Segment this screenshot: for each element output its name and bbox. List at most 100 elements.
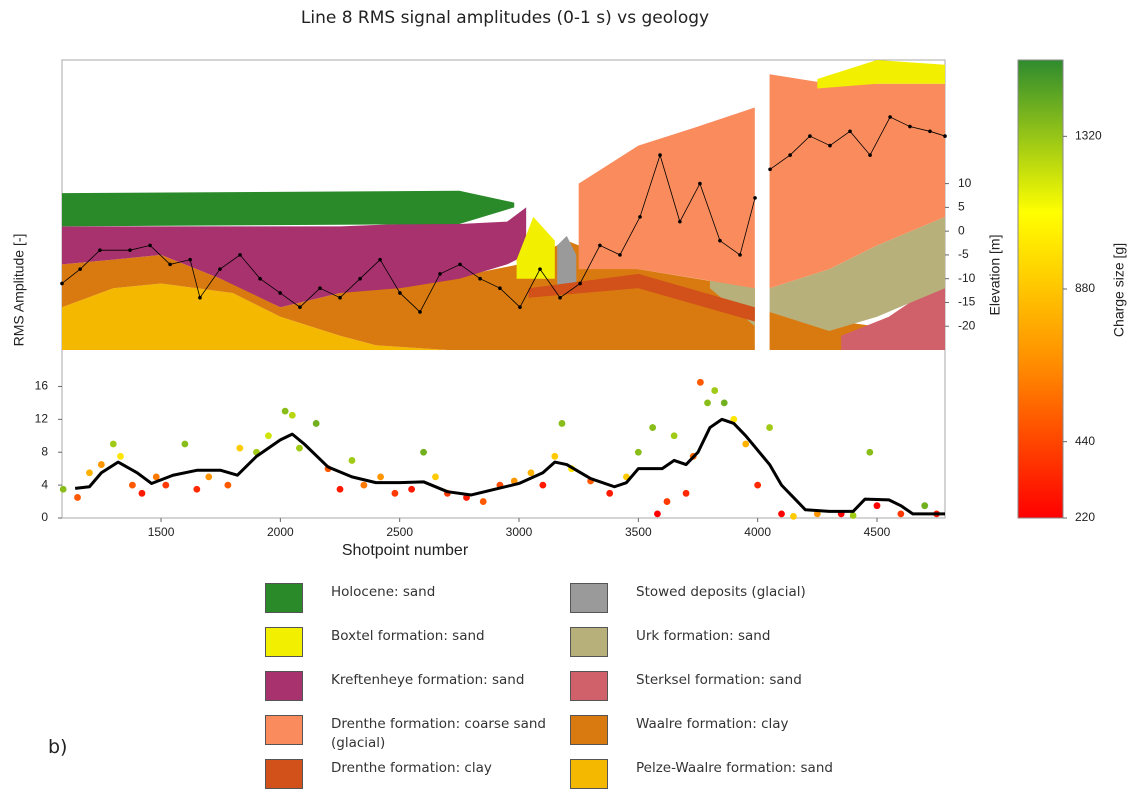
legend-swatch — [265, 715, 303, 745]
legend-label: Pelze-Waalre formation: sand — [636, 760, 833, 776]
legend-item: Drenthe formation: coarse sand (glacial) — [265, 715, 551, 753]
overlay-point — [738, 253, 742, 257]
data-point — [649, 424, 657, 431]
data-point — [790, 512, 797, 520]
data-point — [873, 502, 881, 510]
data-point — [59, 485, 67, 493]
data-point — [281, 407, 289, 415]
overlay-point — [718, 238, 722, 243]
data-point — [704, 399, 711, 407]
x-tick-label: 3500 — [625, 525, 652, 539]
x-tick-label: 3000 — [506, 525, 533, 539]
data-point — [97, 461, 105, 468]
average-line — [74, 417, 945, 516]
overlay-point — [888, 115, 892, 119]
data-point — [296, 444, 303, 452]
chart-title: Line 8 RMS signal amplitudes (0-1 s) vs … — [301, 8, 709, 28]
y-tick-label: 16 — [35, 379, 49, 393]
overlay-point — [538, 267, 542, 271]
data-point — [654, 510, 661, 518]
data-point — [897, 510, 905, 518]
formation-area — [62, 190, 515, 227]
legend-swatch — [570, 627, 608, 657]
data-point — [391, 489, 399, 497]
data-point — [420, 448, 427, 456]
y-tick-label: 4 — [41, 477, 48, 491]
data-point — [408, 485, 416, 493]
overlay-point — [418, 310, 422, 314]
data-point — [224, 481, 232, 489]
formation-area — [709, 216, 945, 331]
overlay-point — [188, 257, 192, 262]
data-point — [696, 378, 704, 386]
overlay-point — [698, 181, 702, 186]
colorbar — [1017, 59, 1064, 519]
overlay-point — [148, 243, 152, 248]
legend-swatch — [265, 759, 303, 789]
legend-swatch — [570, 583, 608, 613]
formation-area — [528, 273, 755, 322]
overlay-point — [518, 305, 522, 310]
overlay-point — [928, 129, 932, 134]
chart: Line 8 RMS signal amplitudes (0-1 s) vs … — [11, 8, 1127, 559]
x-tick-label: 4000 — [744, 525, 771, 539]
legend-item: Waalre formation: clay — [570, 715, 856, 745]
legend-item: Kreftenheye formation: sand — [265, 671, 551, 701]
data-point — [720, 399, 728, 407]
overlay-point — [398, 291, 402, 295]
y-tick-label: 0 — [958, 223, 965, 237]
data-point — [432, 473, 439, 481]
colorbar-tick-label: 220 — [1075, 510, 1095, 524]
data-point — [754, 481, 762, 489]
x-tick-label: 4500 — [864, 525, 891, 539]
legend-item: Boxtel formation: sand — [265, 627, 551, 657]
data-point — [479, 498, 487, 505]
colorbar-tick-label: 1320 — [1075, 129, 1102, 143]
overlay-point — [298, 305, 302, 310]
overlay-point — [638, 215, 642, 219]
overlay-point — [478, 276, 482, 281]
data-point — [730, 415, 738, 423]
y-tick-label: 5 — [958, 200, 965, 214]
data-point — [682, 489, 690, 497]
overlay-line — [61, 116, 946, 313]
data-point — [778, 510, 785, 518]
overlay-point — [198, 295, 202, 300]
data-point — [866, 448, 874, 456]
formation-area — [578, 74, 945, 289]
overlay-point — [808, 134, 812, 138]
legend-item: Holocene: sand — [265, 583, 551, 613]
formation-area — [62, 207, 527, 308]
overlay-point — [768, 167, 772, 172]
legend-label: Holocene: sand — [331, 584, 436, 600]
data-point — [86, 469, 93, 477]
data-point — [921, 502, 929, 510]
data-point — [742, 440, 750, 448]
data-point — [288, 411, 296, 419]
y-tick-label: 8 — [41, 444, 48, 458]
formation-area — [557, 235, 577, 289]
overlay-point — [98, 248, 102, 252]
overlay-point — [378, 257, 382, 262]
data-point — [129, 481, 136, 489]
overlay-point — [438, 272, 442, 276]
overlay-point — [238, 253, 242, 257]
y-tick-label: 0 — [41, 510, 48, 524]
overlay-point — [908, 124, 912, 129]
legend-label: Kreftenheye formation: sand — [331, 672, 525, 688]
data-point — [558, 420, 566, 427]
data-point — [152, 473, 160, 481]
overlay-point — [678, 219, 682, 224]
data-point — [181, 440, 189, 448]
data-point — [766, 424, 773, 431]
legend-swatch — [265, 583, 303, 613]
legend-label: Waalre formation: clay — [636, 716, 789, 732]
data-point — [663, 498, 671, 505]
legend-label: Sterksel formation: sand — [636, 672, 802, 688]
data-point — [849, 512, 857, 519]
colorbar-tick-label: 440 — [1075, 434, 1095, 448]
legend-item: Drenthe formation: clay — [265, 759, 551, 789]
y-tick-label: -5 — [958, 247, 969, 261]
legend-label: Drenthe formation: coarse sand (glacial) — [331, 716, 546, 751]
